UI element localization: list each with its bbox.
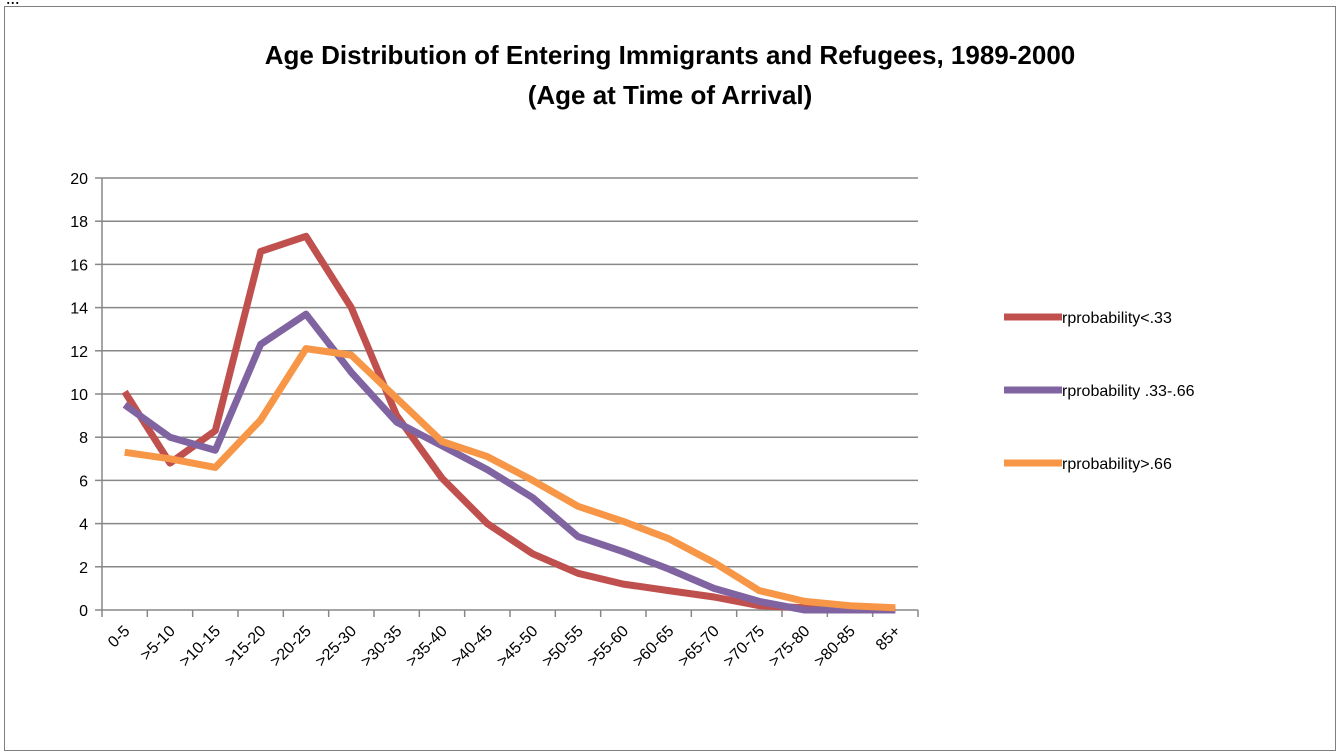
y-tick-label: 12 [70, 344, 88, 361]
y-tick-label: 20 [70, 171, 88, 188]
y-tick-label: 14 [70, 301, 88, 318]
x-tick-label: >55-60 [585, 623, 633, 671]
series-line-3 [124, 345, 896, 612]
x-tick-label: >10-15 [177, 623, 225, 671]
y-tick-label: 8 [79, 430, 88, 447]
x-axis-tick-labels: 0-5 >5-10>10-15>15-20>20-25>25-30>30-35>3… [105, 623, 904, 671]
y-tick-label: 2 [79, 560, 88, 577]
series-line-1 [121, 232, 896, 614]
legend-label-2: rprobability .33-.66 [1062, 383, 1195, 400]
x-tick-label: >15-20 [222, 623, 270, 671]
y-tick-label: 16 [70, 257, 88, 274]
y-tick-label: 18 [70, 214, 88, 231]
series-line-2 [122, 310, 896, 614]
chart-title-line-2: (Age at Time of Arrival) [528, 80, 813, 110]
page-text-fragment: ... [0, 0, 1341, 8]
y-axis-tick-labels: 0 2 4 6 8 10 12 14 16 18 20 [70, 171, 88, 620]
legend: rprobability<.33 rprobability .33-.66 rpro… [1004, 310, 1195, 473]
gridlines [95, 177, 918, 611]
chart-title: Age Distribution of Entering Immigrants … [265, 40, 1076, 110]
x-tick-label: >30-35 [358, 623, 406, 671]
x-tick-label: >60-65 [630, 623, 678, 671]
x-tick-label: >45-50 [494, 623, 542, 671]
x-tick-label: >25-30 [313, 623, 361, 671]
y-tick-label: 6 [79, 473, 88, 490]
x-tick-label: >80-85 [811, 623, 859, 671]
series-lines [121, 232, 896, 614]
x-tick-label: >5-10 [138, 623, 179, 664]
legend-label-1: rprobability<.33 [1062, 310, 1172, 327]
x-tick-label: 85+ [873, 623, 904, 654]
chart-title-line-1: Age Distribution of Entering Immigrants … [265, 40, 1076, 70]
y-tick-label: 4 [79, 517, 88, 534]
x-tick-label: >50-55 [539, 623, 587, 671]
y-tick-label: 0 [79, 603, 88, 620]
legend-label-3: rprobability>.66 [1062, 456, 1172, 473]
x-tick-label: >35-40 [403, 623, 451, 671]
x-tick-label: >70-75 [721, 623, 769, 671]
x-tick-label: >20-25 [267, 623, 315, 671]
x-tick-label: >40-45 [449, 623, 497, 671]
y-tick-label: 10 [70, 387, 88, 404]
x-tick-label: 0-5 [105, 623, 133, 651]
x-tick-label: >75-80 [766, 623, 814, 671]
x-tick-label: >65-70 [675, 623, 723, 671]
